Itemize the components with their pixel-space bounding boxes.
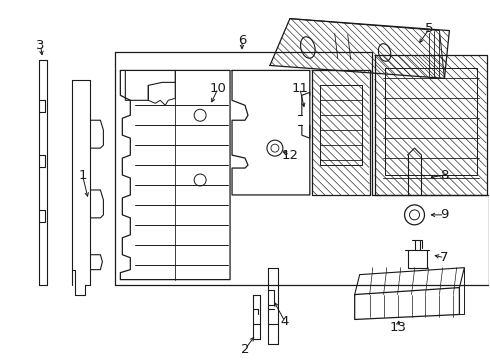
Text: 3: 3: [36, 39, 45, 52]
Text: 7: 7: [440, 251, 449, 264]
Text: 4: 4: [281, 315, 289, 328]
Text: 9: 9: [440, 208, 449, 221]
Text: 2: 2: [241, 343, 249, 356]
Text: 11: 11: [292, 82, 308, 95]
Text: 8: 8: [440, 168, 449, 181]
Text: 10: 10: [210, 82, 226, 95]
Text: 13: 13: [389, 321, 406, 334]
Text: 5: 5: [425, 22, 434, 35]
Text: 12: 12: [281, 149, 298, 162]
Text: 1: 1: [78, 168, 87, 181]
Text: 6: 6: [238, 34, 246, 47]
